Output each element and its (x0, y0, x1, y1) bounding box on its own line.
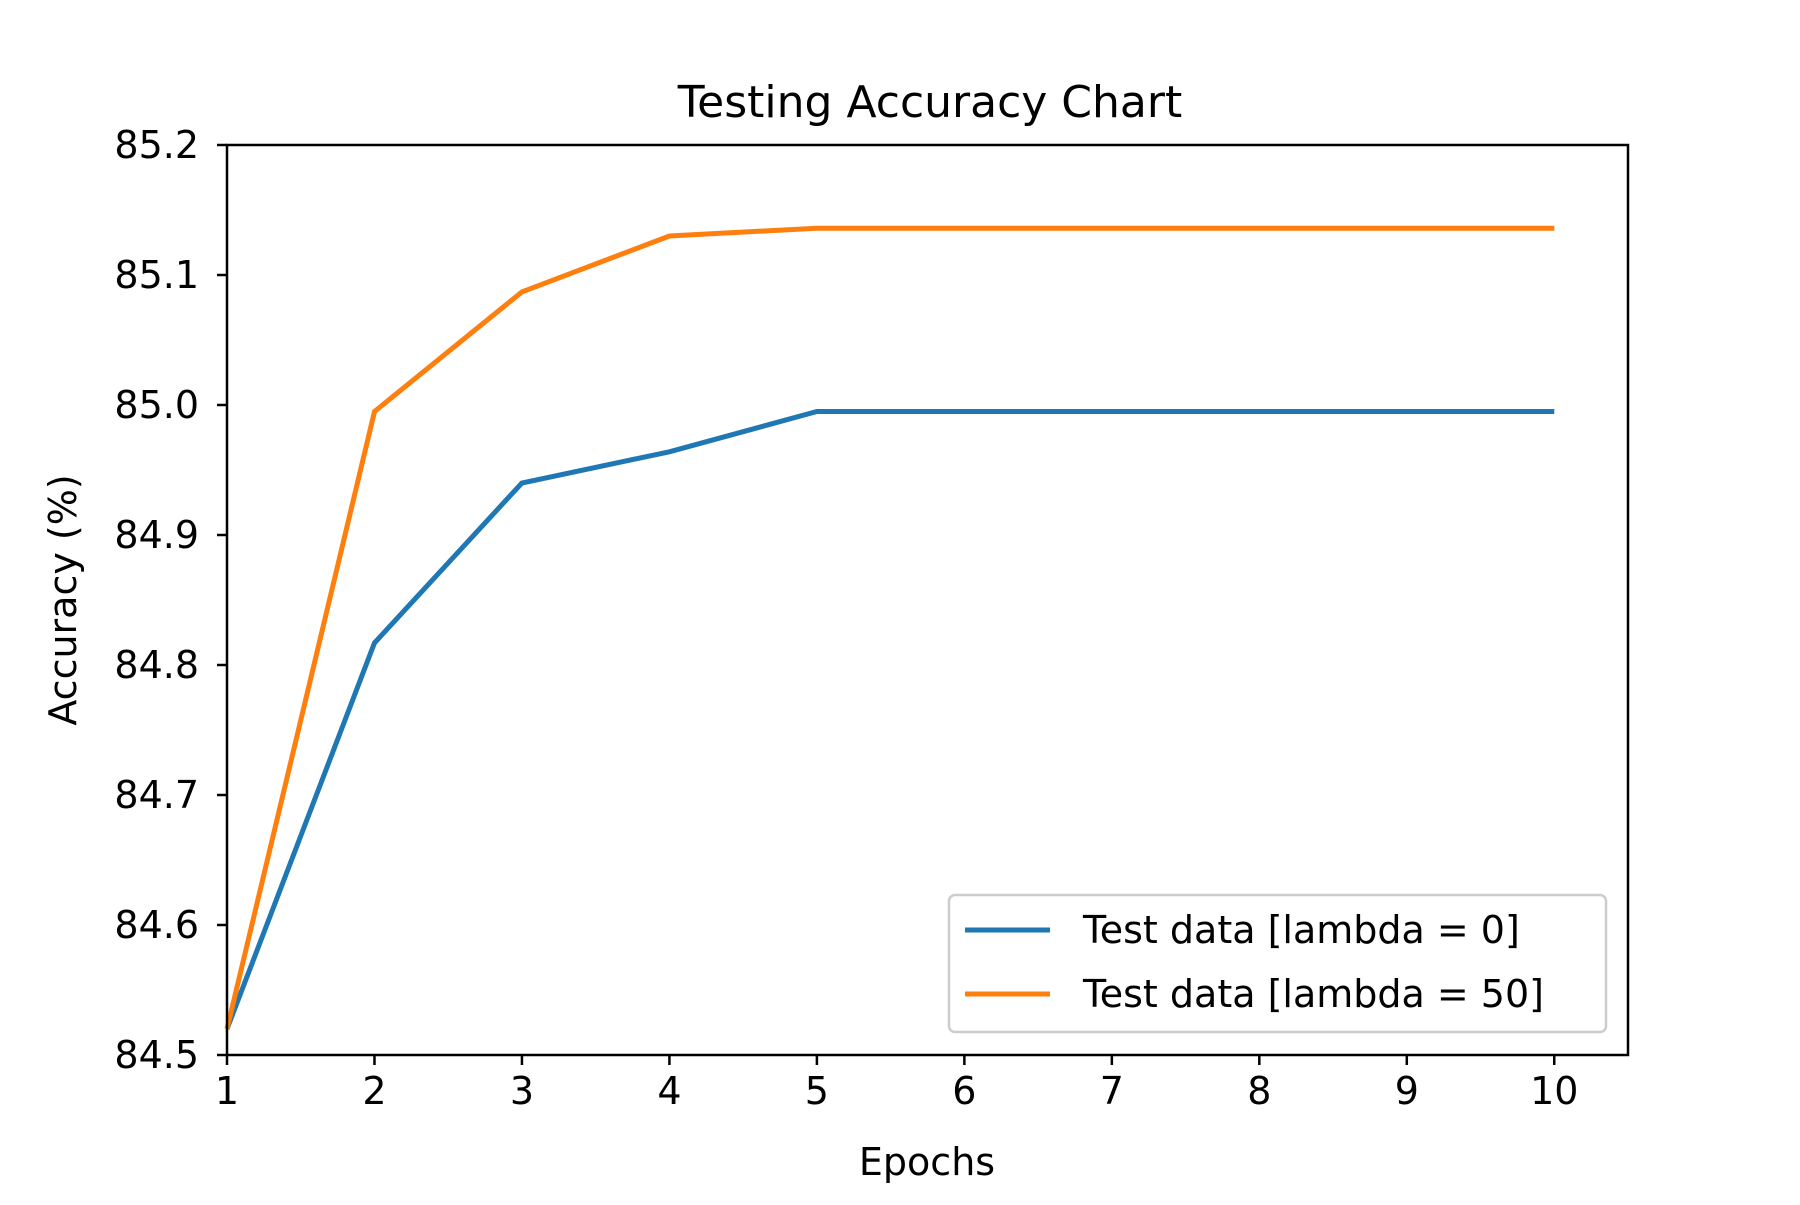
chart-title: Testing Accuracy Chart (677, 77, 1182, 128)
x-tick-label: 1 (215, 1069, 239, 1113)
x-tick-label: 10 (1530, 1069, 1578, 1113)
y-tick-label: 84.5 (114, 1033, 199, 1077)
x-axis-label: Epochs (859, 1140, 995, 1184)
x-tick-label: 5 (805, 1069, 829, 1113)
legend-label-0: Test data [lambda = 0] (1082, 908, 1520, 952)
y-tick-label: 85.1 (114, 253, 199, 297)
series-line-0 (224, 409, 1555, 1030)
x-tick-label: 7 (1100, 1069, 1124, 1113)
y-tick-label: 84.6 (114, 903, 199, 947)
x-tick-label: 4 (657, 1069, 681, 1113)
x-tick-label: 3 (510, 1069, 534, 1113)
legend-box (947, 893, 1608, 1034)
x-tick-label: 2 (362, 1069, 386, 1113)
plot-frame (225, 143, 1630, 1057)
x-tick-label: 8 (1247, 1069, 1271, 1113)
x-tick-label: 6 (952, 1069, 976, 1113)
x-tick-label: 9 (1395, 1069, 1419, 1113)
y-tick-label: 84.9 (114, 513, 199, 557)
y-axis-label: Accuracy (%) (41, 474, 85, 725)
y-tick-label: 85.2 (114, 123, 199, 167)
series-layer (224, 225, 1555, 1030)
y-tick-label: 85.0 (114, 383, 199, 427)
legend: Test data [lambda = 0] Test data [lambda… (947, 893, 1608, 1034)
series-line-1 (224, 225, 1555, 1030)
legend-label-1: Test data [lambda = 50] (1082, 972, 1544, 1016)
y-tick-label: 84.8 (114, 643, 199, 687)
ticks-layer: 1 2 3 4 5 6 7 8 9 10 84.5 84.6 84.7 84.8 84.9 85.0 85.1 8… (114, 123, 1578, 1113)
y-tick-label: 84.7 (114, 773, 199, 817)
